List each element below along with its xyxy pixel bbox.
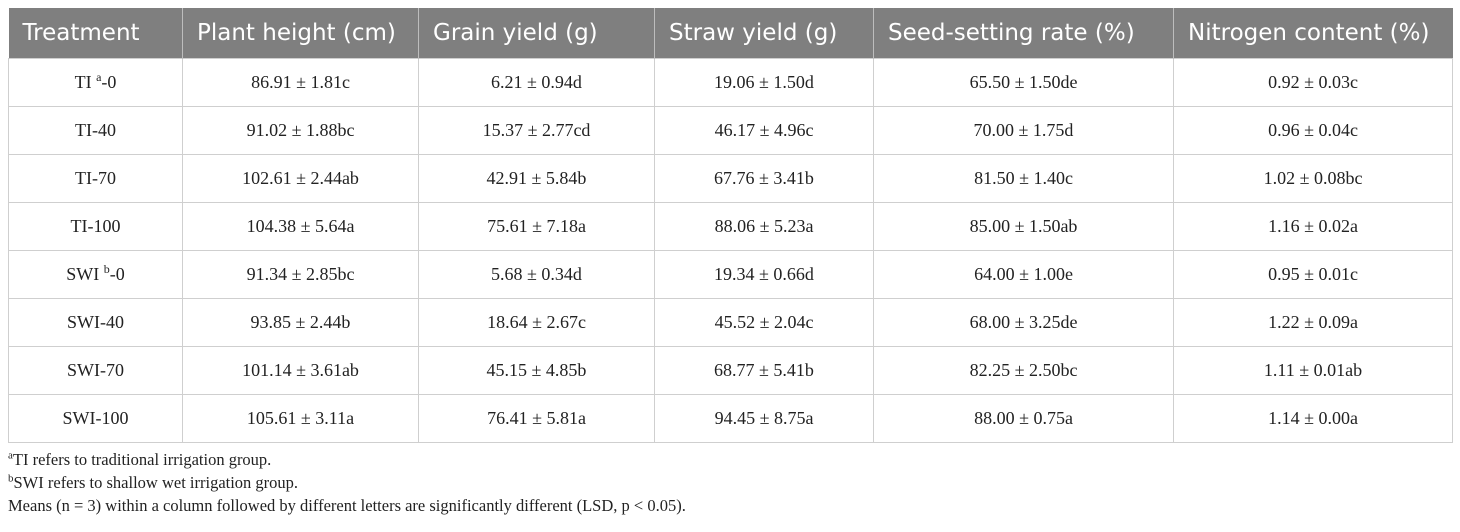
table-row: TI a-0 86.91 ± 1.81c 6.21 ± 0.94d 19.06 … [8, 58, 1453, 107]
seed-setting-rate-cell: 68.00 ± 3.25de [873, 298, 1174, 347]
treatment-cell: TI-40 [8, 106, 183, 155]
straw-yield-cell: 94.45 ± 8.75a [654, 394, 874, 443]
seed-setting-rate-cell: 70.00 ± 1.75d [873, 106, 1174, 155]
header-row: Treatment Plant height (cm) Grain yield … [8, 8, 1453, 59]
grain-yield-cell: 5.68 ± 0.34d [418, 250, 655, 299]
treatment-suffix: -0 [101, 72, 117, 92]
treatment-cell: TI a-0 [8, 58, 183, 107]
table-row: SWI-40 93.85 ± 2.44b 18.64 ± 2.67c 45.52… [8, 298, 1453, 347]
footnote-b: bSWI refers to shallow wet irrigation gr… [8, 471, 1452, 494]
grain-yield-cell: 18.64 ± 2.67c [418, 298, 655, 347]
treatment-suffix: -0 [109, 264, 125, 284]
grain-yield-cell: 76.41 ± 5.81a [418, 394, 655, 443]
seed-setting-rate-cell: 64.00 ± 1.00e [873, 250, 1174, 299]
nitrogen-content-cell: 0.92 ± 0.03c [1173, 58, 1453, 107]
table-row: SWI-100 105.61 ± 3.11a 76.41 ± 5.81a 94.… [8, 394, 1453, 443]
treatment-base: TI-40 [75, 120, 116, 140]
table-row: TI-70 102.61 ± 2.44ab 42.91 ± 5.84b 67.7… [8, 154, 1453, 203]
plant-height-cell: 101.14 ± 3.61ab [182, 346, 419, 395]
data-table: Treatment Plant height (cm) Grain yield … [8, 8, 1453, 443]
nitrogen-content-cell: 1.22 ± 0.09a [1173, 298, 1453, 347]
footnote-a: aTI refers to traditional irrigation gro… [8, 448, 1452, 471]
treatment-cell: SWI-40 [8, 298, 183, 347]
table-container: Treatment Plant height (cm) Grain yield … [8, 8, 1453, 517]
header-plant-height: Plant height (cm) [182, 8, 419, 59]
footnote-text: SWI refers to shallow wet irrigation gro… [13, 473, 299, 492]
plant-height-cell: 102.61 ± 2.44ab [182, 154, 419, 203]
treatment-base: SWI-40 [67, 312, 124, 332]
seed-setting-rate-cell: 82.25 ± 2.50bc [873, 346, 1174, 395]
footnote-mark: b [8, 472, 14, 485]
straw-yield-cell: 19.06 ± 1.50d [654, 58, 874, 107]
table-row: SWI b-0 91.34 ± 2.85bc 5.68 ± 0.34d 19.3… [8, 250, 1453, 299]
header-nitrogen-content: Nitrogen content (%) [1173, 8, 1453, 59]
treatment-base: TI-70 [75, 168, 116, 188]
seed-setting-rate-cell: 85.00 ± 1.50ab [873, 202, 1174, 251]
plant-height-cell: 104.38 ± 5.64a [182, 202, 419, 251]
seed-setting-rate-cell: 88.00 ± 0.75a [873, 394, 1174, 443]
straw-yield-cell: 45.52 ± 2.04c [654, 298, 874, 347]
treatment-cell: SWI-70 [8, 346, 183, 395]
grain-yield-cell: 45.15 ± 4.85b [418, 346, 655, 395]
straw-yield-cell: 19.34 ± 0.66d [654, 250, 874, 299]
table-row: SWI-70 101.14 ± 3.61ab 45.15 ± 4.85b 68.… [8, 346, 1453, 395]
footnote-text: TI refers to traditional irrigation grou… [12, 450, 272, 469]
nitrogen-content-cell: 1.14 ± 0.00a [1173, 394, 1453, 443]
nitrogen-content-cell: 0.96 ± 0.04c [1173, 106, 1453, 155]
treatment-base: SWI-100 [62, 408, 129, 428]
grain-yield-cell: 15.37 ± 2.77cd [418, 106, 655, 155]
grain-yield-cell: 42.91 ± 5.84b [418, 154, 655, 203]
seed-setting-rate-cell: 81.50 ± 1.40c [873, 154, 1174, 203]
treatment-cell: SWI-100 [8, 394, 183, 443]
footnote-mark: a [8, 449, 13, 462]
table-footnotes: aTI refers to traditional irrigation gro… [8, 448, 1452, 517]
footnote-means: Means (n = 3) within a column followed b… [8, 494, 1452, 517]
treatment-base: TI [74, 72, 97, 92]
nitrogen-content-cell: 1.16 ± 0.02a [1173, 202, 1453, 251]
header-seed-setting-rate: Seed-setting rate (%) [873, 8, 1174, 59]
straw-yield-cell: 68.77 ± 5.41b [654, 346, 874, 395]
plant-height-cell: 91.02 ± 1.88bc [182, 106, 419, 155]
header-grain-yield: Grain yield (g) [418, 8, 655, 59]
grain-yield-cell: 75.61 ± 7.18a [418, 202, 655, 251]
header-straw-yield: Straw yield (g) [654, 8, 874, 59]
grain-yield-cell: 6.21 ± 0.94d [418, 58, 655, 107]
straw-yield-cell: 88.06 ± 5.23a [654, 202, 874, 251]
plant-height-cell: 91.34 ± 2.85bc [182, 250, 419, 299]
header-treatment: Treatment [8, 8, 183, 59]
straw-yield-cell: 46.17 ± 4.96c [654, 106, 874, 155]
treatment-base: TI-100 [70, 216, 121, 236]
straw-yield-cell: 67.76 ± 3.41b [654, 154, 874, 203]
table-row: TI-100 104.38 ± 5.64a 75.61 ± 7.18a 88.0… [8, 202, 1453, 251]
treatment-footnote-mark: a [96, 70, 102, 84]
nitrogen-content-cell: 1.11 ± 0.01ab [1173, 346, 1453, 395]
plant-height-cell: 93.85 ± 2.44b [182, 298, 419, 347]
treatment-footnote-mark: b [103, 262, 110, 276]
footnote-text: Means (n = 3) within a column followed b… [8, 496, 686, 515]
treatment-cell: TI-100 [8, 202, 183, 251]
treatment-cell: SWI b-0 [8, 250, 183, 299]
treatment-cell: TI-70 [8, 154, 183, 203]
seed-setting-rate-cell: 65.50 ± 1.50de [873, 58, 1174, 107]
table-row: TI-40 91.02 ± 1.88bc 15.37 ± 2.77cd 46.1… [8, 106, 1453, 155]
plant-height-cell: 86.91 ± 1.81c [182, 58, 419, 107]
nitrogen-content-cell: 1.02 ± 0.08bc [1173, 154, 1453, 203]
plant-height-cell: 105.61 ± 3.11a [182, 394, 419, 443]
treatment-base: SWI-70 [67, 360, 124, 380]
nitrogen-content-cell: 0.95 ± 0.01c [1173, 250, 1453, 299]
treatment-base: SWI [66, 264, 104, 284]
